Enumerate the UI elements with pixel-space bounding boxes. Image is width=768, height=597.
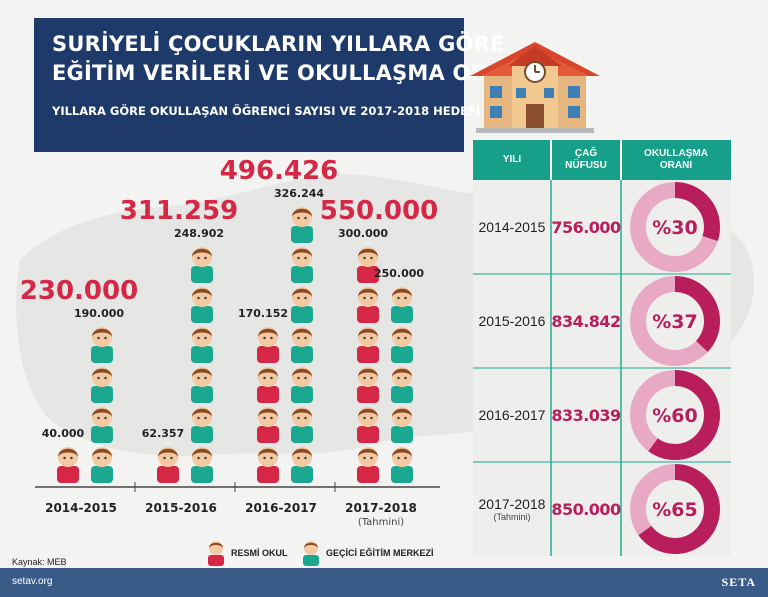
row-year: 2015-2016 — [473, 274, 551, 368]
rate-label: %37 — [652, 311, 697, 333]
footer-brand-logo: SETA — [721, 575, 756, 589]
rate-label: %30 — [652, 217, 697, 239]
table-row: 2015-2016 834.842 %37 — [473, 274, 731, 368]
legend-red-child-icon — [208, 541, 224, 566]
row-year: 2017-2018 (Tahmini) — [473, 462, 551, 556]
legend-label-resmi-okul: RESMİ OKUL — [231, 548, 288, 558]
rate-donut-chart: %37 — [630, 276, 720, 366]
legend-label-gecici-egitim: GEÇİCİ EĞİTİM MERKEZİ — [326, 548, 434, 558]
title-line-1: SURİYELİ ÇOCUKLARIN YILLARA GÖRE — [52, 32, 505, 56]
footer-bar: setav.org SETA — [0, 568, 768, 597]
rate-label: %60 — [652, 405, 697, 427]
row-year-text: 2014-2015 — [478, 219, 546, 235]
row-rate: %65 — [621, 462, 731, 556]
school-building-icon — [470, 42, 600, 133]
row-year: 2014-2015 — [473, 180, 551, 274]
source-note: Kaynak: MEB — [12, 557, 67, 567]
table-row: 2016-2017 833.039 %60 — [473, 368, 731, 462]
title-box: SURİYELİ ÇOCUKLARIN YILLARA GÖRE EĞİTİM … — [34, 18, 576, 152]
row-population: 833.039 — [551, 405, 621, 425]
row-rate: %37 — [621, 274, 731, 368]
legend-item-gecici-egitim: GEÇİCİ EĞİTİM MERKEZİ — [300, 540, 434, 566]
table-grid — [473, 140, 731, 556]
legend-item-resmi-okul: RESMİ OKUL — [205, 540, 288, 566]
table-row: 2014-2015 756.000 %30 — [473, 180, 731, 274]
rate-donut-chart: %60 — [630, 370, 720, 460]
row-population: 756.000 — [551, 217, 621, 237]
table-row: 2017-2018 (Tahmini) 850.000 %65 — [473, 462, 731, 556]
enrollment-rate-table: YILI ÇAĞ NÜFUSU OKULLAŞMA ORANI 2014-201… — [473, 140, 731, 556]
table-header: YILI ÇAĞ NÜFUSU OKULLAŞMA ORANI — [473, 140, 731, 180]
subtitle: YILLARA GÖRE OKULLAŞAN ÖĞRENCİ SAYISI VE… — [52, 104, 481, 118]
row-rate: %60 — [621, 368, 731, 462]
row-year-text: 2015-2016 — [478, 313, 546, 329]
header-rate: OKULLAŞMA ORANI — [644, 148, 708, 171]
footer-url[interactable]: setav.org — [12, 576, 53, 587]
row-rate: %30 — [621, 180, 731, 274]
row-population: 850.000 — [551, 499, 621, 519]
row-year: 2016-2017 — [473, 368, 551, 462]
row-year-note: (Tahmini) — [493, 512, 531, 522]
row-year-text: 2017-2018 — [478, 496, 546, 512]
rate-donut-chart: %65 — [630, 464, 720, 554]
rate-label: %65 — [652, 499, 697, 521]
rate-donut-chart: %30 — [630, 182, 720, 272]
title-line-2: EĞİTİM VERİLERİ VE OKULLAŞMA ORANLARI — [52, 61, 576, 85]
header-population: ÇAĞ NÜFUSU — [565, 148, 607, 171]
legend-teal-child-icon — [303, 541, 319, 566]
row-year-text: 2016-2017 — [478, 407, 546, 423]
row-population: 834.842 — [551, 311, 621, 331]
header-year: YILI — [502, 154, 522, 165]
